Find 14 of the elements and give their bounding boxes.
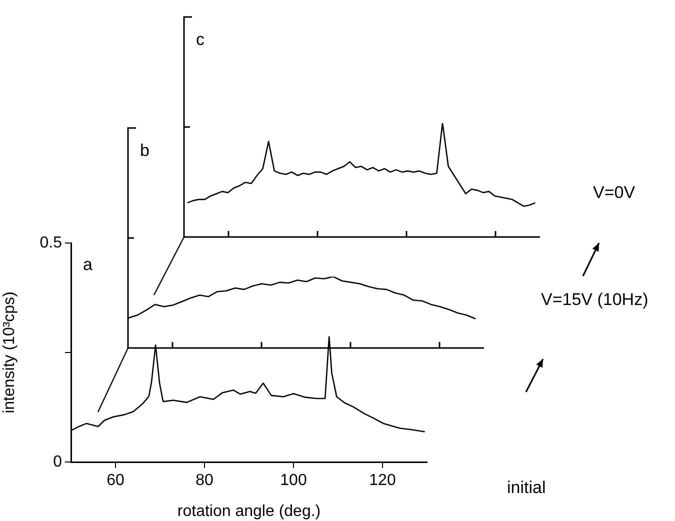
y-tick-label: 0.5 bbox=[40, 234, 62, 252]
y-axis-title: intensity (10³cps) bbox=[1, 292, 18, 414]
chart-title: b bbox=[140, 141, 150, 160]
y-tick-label: 0 bbox=[53, 453, 62, 470]
x-tick-label: 100 bbox=[280, 472, 307, 490]
text: V=0V bbox=[593, 183, 636, 203]
x-tick-label: 120 bbox=[369, 472, 396, 490]
chart-title: c bbox=[196, 30, 205, 50]
text: V=15V (10Hz) bbox=[541, 290, 648, 310]
x-tick-label: 80 bbox=[196, 472, 214, 490]
text: a bbox=[83, 255, 93, 274]
x-axis-title: rotation angle (deg.) bbox=[177, 502, 321, 520]
x-tick-label: 60 bbox=[106, 472, 124, 490]
text: initial bbox=[507, 478, 546, 498]
